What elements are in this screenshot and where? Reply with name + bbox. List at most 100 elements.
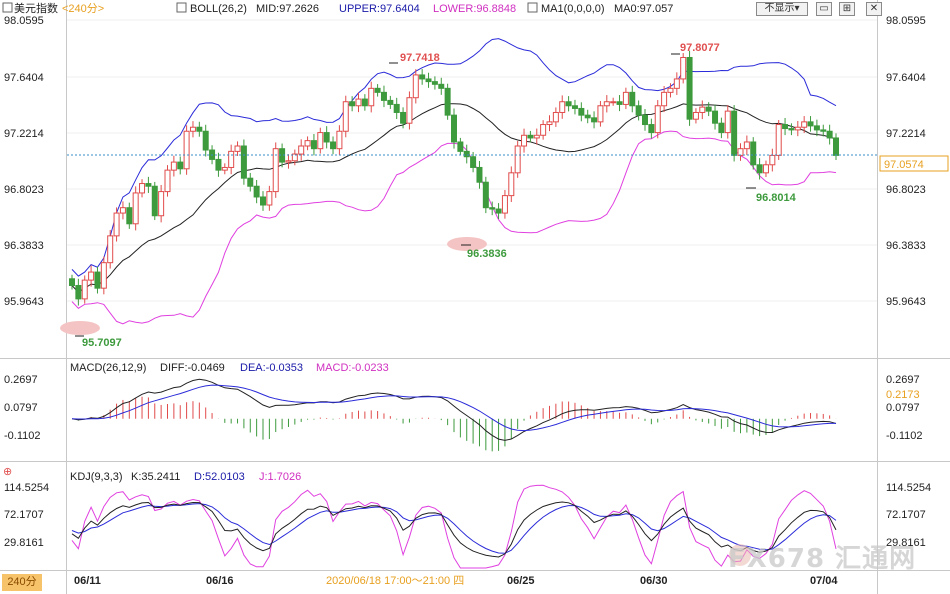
low-highlight xyxy=(447,237,487,251)
right-tick: 97.2214 xyxy=(886,128,926,140)
right-tick: 96.3833 xyxy=(886,240,926,252)
right-tick: 0.2697 xyxy=(886,374,920,386)
candle-body xyxy=(361,98,368,107)
left-tick: 96.8023 xyxy=(4,184,44,196)
candle-body xyxy=(552,111,559,123)
candle-body xyxy=(584,114,591,119)
candle-body xyxy=(833,137,839,156)
candle-body xyxy=(310,140,317,150)
macd-dea-line xyxy=(71,384,836,432)
candle-body xyxy=(457,141,464,152)
candle-body xyxy=(419,74,426,80)
x-label: 06/25 xyxy=(507,575,535,587)
left-tick: -0.1102 xyxy=(4,430,41,442)
candle-body xyxy=(540,124,547,136)
toggle-box-icon[interactable] xyxy=(2,2,13,13)
candle-body xyxy=(514,145,521,174)
period-button[interactable]: 240分 xyxy=(2,574,42,591)
candle-body xyxy=(756,164,763,174)
macd-value: MACD:-0.0233 xyxy=(316,362,389,374)
candle-body xyxy=(107,235,114,264)
left-tick: 98.0595 xyxy=(4,15,44,27)
kdj-label: KDJ(9,3,3) xyxy=(70,471,123,483)
kdj-d: D:52.0103 xyxy=(194,471,245,483)
candle-body xyxy=(228,150,235,168)
candle-body xyxy=(820,129,827,132)
candle-body xyxy=(699,106,706,113)
kdj-k: K:35.2411 xyxy=(131,471,180,483)
candle-body xyxy=(431,81,438,85)
candle-body xyxy=(654,105,661,134)
candle-body xyxy=(221,166,228,171)
candle-body xyxy=(139,183,146,194)
candle-body xyxy=(183,130,190,170)
x-label: 07/04 xyxy=(810,575,838,587)
symbol-label: 美元指数 xyxy=(14,1,58,15)
chevron-down-icon: ▾ xyxy=(794,3,800,14)
candle-body xyxy=(642,114,648,126)
boll-lower: LOWER:96.8848 xyxy=(433,3,516,15)
grid-icon[interactable]: ⊞ xyxy=(839,2,855,16)
candle-body xyxy=(463,150,470,158)
candle-body xyxy=(495,208,502,214)
candle-body xyxy=(801,121,808,128)
left-tick: 114.5254 xyxy=(4,482,49,494)
boll-toggle-icon[interactable] xyxy=(176,2,187,13)
high1-label: 97.7418 xyxy=(400,52,440,64)
boll-upper-line xyxy=(71,38,837,277)
candle-body xyxy=(234,145,241,152)
candle-body xyxy=(826,130,833,139)
candle-body xyxy=(521,134,528,147)
x-label: 06/16 xyxy=(206,575,234,587)
candle-body xyxy=(508,172,515,197)
boll-upper: UPPER:97.6404 xyxy=(339,3,420,15)
indicator-select[interactable]: 不显示▾ xyxy=(756,2,808,16)
candle-body xyxy=(119,207,126,214)
crosshair-icon[interactable]: ⊕ xyxy=(3,466,12,478)
candle-body xyxy=(591,117,598,123)
candle-body xyxy=(444,87,451,116)
candle-body xyxy=(75,284,82,300)
candle-body xyxy=(489,207,496,210)
boll-label: BOLL(26,2) xyxy=(190,3,247,15)
candle-body xyxy=(170,161,177,171)
candle-body xyxy=(368,87,375,107)
maximize-icon[interactable]: ▭ xyxy=(816,2,832,16)
current-price-tag: 97.0574 xyxy=(884,159,924,171)
indicator-select-value: 不显示 xyxy=(764,3,795,14)
high2-label: 97.8077 xyxy=(680,42,720,54)
candle-body xyxy=(482,181,489,209)
candle-body xyxy=(438,83,445,89)
candle-body xyxy=(100,262,107,289)
left-tick: 97.2214 xyxy=(4,128,44,140)
candle-body xyxy=(705,106,712,112)
candle-body xyxy=(247,177,254,187)
candle-body xyxy=(737,148,744,156)
ma-toggle-icon[interactable] xyxy=(527,2,538,13)
candle-body xyxy=(635,105,642,116)
right-tick: 97.6404 xyxy=(886,72,926,84)
right-tick: -0.1102 xyxy=(886,430,923,442)
candle-body xyxy=(724,110,731,134)
macd-label: MACD(26,12,9) xyxy=(70,362,146,374)
candle-body xyxy=(272,148,279,193)
right-tick: 95.9643 xyxy=(886,296,926,308)
candle-body xyxy=(113,212,120,237)
candle-body xyxy=(387,99,394,105)
current-price-box xyxy=(879,155,949,172)
right-tick: 96.8023 xyxy=(886,184,926,196)
macd-diff: DIFF:-0.0469 xyxy=(160,362,225,374)
candle-body xyxy=(603,101,610,107)
right-tick: 98.0595 xyxy=(886,15,926,27)
candle-body xyxy=(769,154,776,166)
close-icon[interactable]: ✕ xyxy=(866,2,882,16)
candle-body xyxy=(680,56,687,80)
left-tick: 96.3833 xyxy=(4,240,44,252)
candle-body xyxy=(782,124,789,130)
candle-body xyxy=(88,271,95,281)
candle-body xyxy=(285,160,292,163)
candle-body xyxy=(667,87,674,93)
candle-body xyxy=(559,101,566,113)
candle-body xyxy=(240,145,247,179)
